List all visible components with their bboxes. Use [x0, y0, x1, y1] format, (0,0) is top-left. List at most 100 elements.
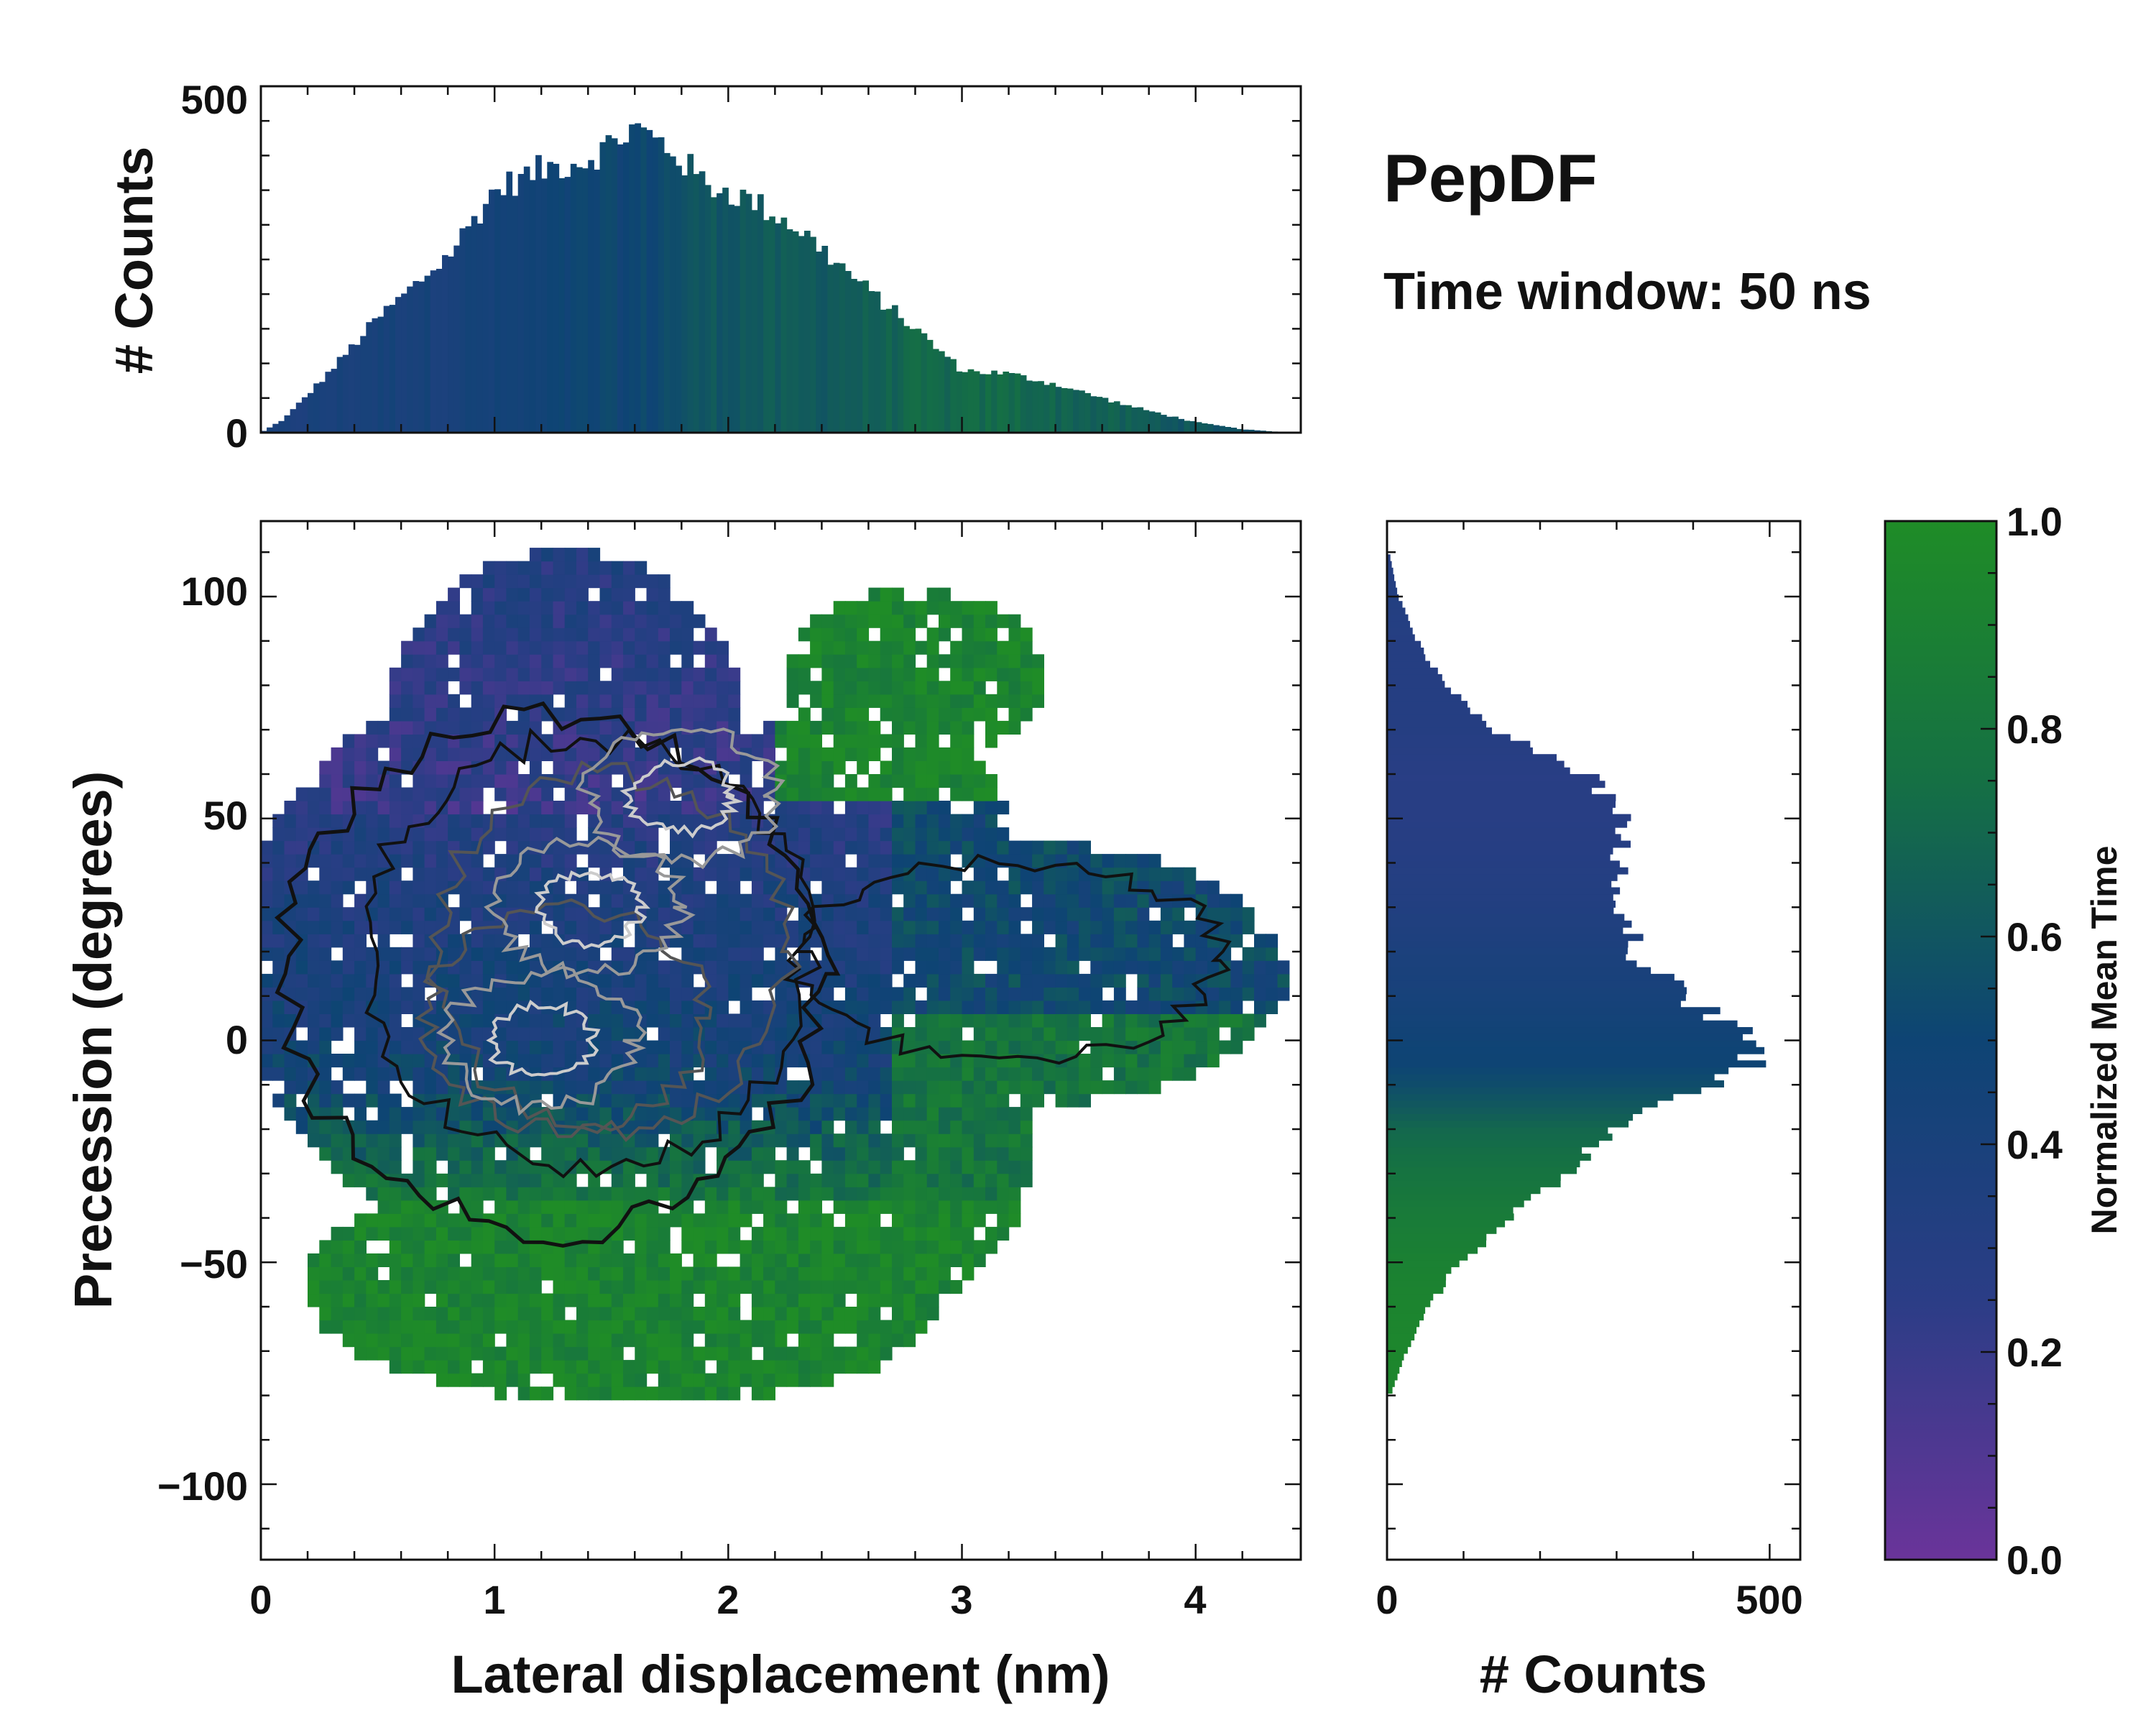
heatmap-cell	[448, 867, 460, 881]
heatmap-cell	[915, 934, 928, 948]
heatmap-cell	[1067, 1000, 1079, 1014]
heatmap-cell	[599, 681, 612, 695]
heatmap-cell	[494, 654, 507, 668]
heatmap-cell	[1020, 867, 1033, 881]
heatmap-cell	[635, 827, 648, 842]
heatmap-cell	[424, 840, 437, 855]
heatmap-cell	[471, 694, 484, 708]
heatmap-cell	[926, 640, 939, 655]
heatmap-cell	[588, 1307, 601, 1321]
top-histogram-bar	[547, 162, 553, 433]
top-histogram-bar	[553, 163, 560, 433]
heatmap-cell	[880, 1226, 893, 1241]
right-histogram-bar	[1387, 1300, 1431, 1307]
heatmap-cell	[413, 1280, 425, 1294]
heatmap-cell	[611, 827, 624, 842]
heatmap-cell	[506, 1360, 519, 1374]
heatmap-cell	[319, 893, 332, 908]
heatmap-cell	[424, 1333, 437, 1348]
right-histogram-bar	[1387, 1093, 1674, 1101]
heatmap-cell	[635, 1320, 648, 1334]
top-histogram-bar	[734, 206, 741, 433]
heatmap-cell	[926, 1054, 939, 1068]
heatmap-cell	[751, 840, 764, 855]
heatmap-cell	[436, 1266, 448, 1281]
heatmap-cell	[728, 694, 741, 708]
heatmap-cell	[1195, 1040, 1208, 1054]
heatmap-cell	[857, 1146, 870, 1161]
heatmap-cell	[810, 934, 822, 948]
heatmap-cell	[506, 893, 519, 908]
heatmap-cell	[704, 854, 717, 868]
heatmap-cell	[366, 1040, 379, 1054]
heatmap-cell	[646, 1040, 659, 1054]
heatmap-cell	[1008, 987, 1021, 1001]
heatmap-cell	[693, 1280, 706, 1294]
heatmap-cell	[1044, 960, 1056, 975]
heatmap-cell	[366, 1027, 379, 1041]
heatmap-cell	[939, 934, 951, 948]
heatmap-cell	[506, 920, 519, 934]
heatmap-cell	[751, 1054, 764, 1068]
heatmap-cell	[517, 840, 530, 855]
right-histogram-bar	[1387, 1146, 1583, 1154]
heatmap-cell	[939, 614, 951, 628]
heatmap-cell	[763, 1240, 775, 1254]
heatmap-cell	[506, 601, 519, 615]
top-histogram-bar	[921, 333, 928, 433]
heatmap-cell	[564, 1173, 577, 1187]
heatmap-cell	[482, 694, 495, 708]
heatmap-cell	[459, 801, 472, 815]
heatmap-cell	[401, 947, 413, 961]
heatmap-cell	[308, 987, 320, 1001]
heatmap-cell	[857, 1187, 870, 1201]
heatmap-cell	[1125, 947, 1138, 961]
heatmap-cell	[950, 1093, 963, 1108]
heatmap-cell	[1266, 973, 1279, 988]
heatmap-cell	[494, 827, 507, 842]
heatmap-cell	[728, 893, 741, 908]
heatmap-cell	[670, 1013, 682, 1028]
heatmap-cell	[915, 1093, 928, 1108]
heatmap-cell	[950, 1027, 963, 1041]
heatmap-cell	[401, 640, 413, 655]
heatmap-cell	[541, 574, 554, 589]
heatmap-cell	[413, 667, 425, 681]
y-axis-title: Precession (degrees)	[63, 771, 123, 1310]
heatmap-cell	[459, 1107, 472, 1121]
heatmap-cell	[1148, 1013, 1161, 1028]
heatmap-cell	[272, 814, 285, 828]
top-histogram-bar	[564, 177, 571, 433]
heatmap-cell	[717, 1226, 729, 1241]
heatmap-cell	[553, 654, 566, 668]
heatmap-cell	[751, 734, 764, 748]
heatmap-cell	[413, 1133, 425, 1148]
heatmap-cell	[763, 747, 775, 761]
heatmap-cell	[939, 627, 951, 642]
heatmap-cell	[833, 614, 846, 628]
heatmap-cell	[821, 720, 834, 735]
heatmap-cell	[553, 947, 566, 961]
heatmap-cell	[308, 814, 320, 828]
heatmap-cell	[599, 1054, 612, 1068]
heatmap-cell	[646, 587, 659, 602]
heatmap-cell	[973, 1173, 986, 1187]
heatmap-cell	[717, 694, 729, 708]
heatmap-cell	[810, 1133, 822, 1148]
heatmap-cell	[810, 1054, 822, 1068]
heatmap-cell	[751, 1226, 764, 1241]
heatmap-cell	[810, 827, 822, 842]
heatmap-cell	[611, 1200, 624, 1214]
heatmap-cell	[588, 774, 601, 788]
heatmap-cell	[272, 827, 285, 842]
heatmap-cell	[517, 1160, 530, 1174]
top-histogram-bar	[1254, 430, 1261, 433]
heatmap-cell	[295, 1040, 308, 1054]
heatmap-cell	[810, 1226, 822, 1241]
heatmap-cell	[880, 694, 893, 708]
heatmap-cell	[658, 1226, 671, 1241]
heatmap-cell	[1020, 707, 1033, 722]
heatmap-cell	[658, 640, 671, 655]
heatmap-cell	[962, 1120, 975, 1134]
heatmap-cell	[599, 1266, 612, 1281]
